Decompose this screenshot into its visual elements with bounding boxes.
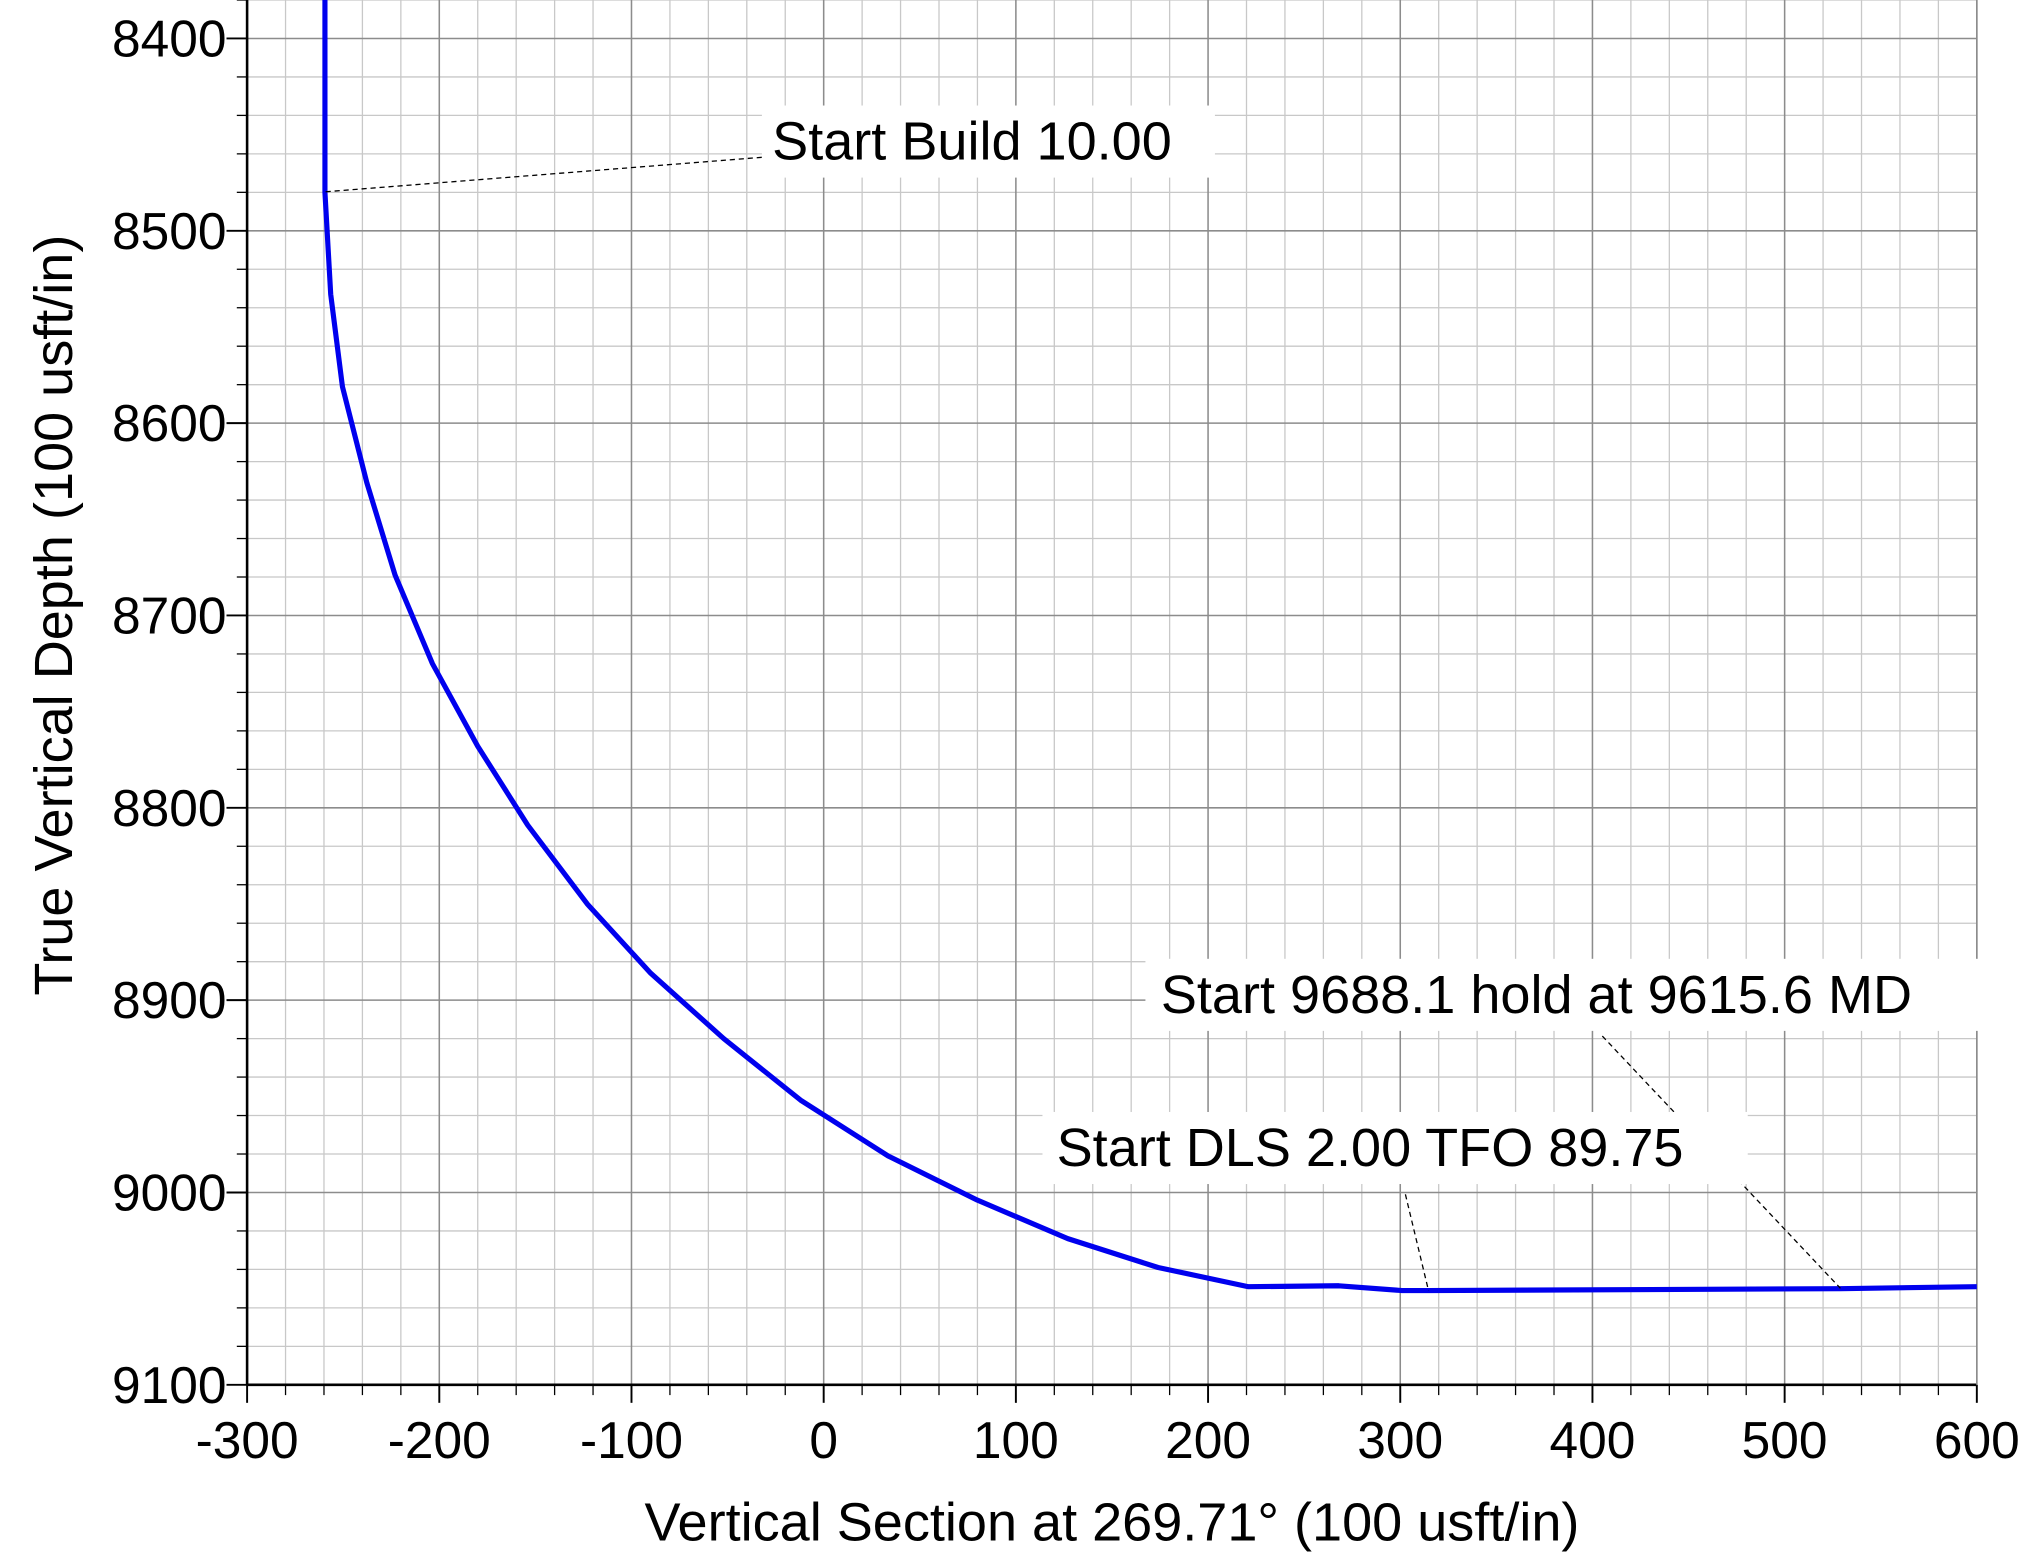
x-tick-label: 400 bbox=[1550, 1411, 1636, 1469]
x-tick-label: 500 bbox=[1742, 1411, 1828, 1469]
plot-root: -300 -200 -100 0 100 200 300 400 500 600 8400 8500 8… bbox=[24, 0, 2018, 1553]
x-tick-label: -200 bbox=[388, 1411, 491, 1469]
annotation-box bbox=[1042, 1111, 1748, 1185]
y-tick-label: 9000 bbox=[112, 1163, 227, 1221]
annotation: Start DLS 2.00 TFO 89.75 bbox=[1057, 1118, 1684, 1178]
annotation-leader bbox=[325, 156, 766, 193]
y-tick-label: 8700 bbox=[112, 586, 227, 644]
y-tick-label: 8600 bbox=[112, 394, 227, 452]
x-tick-label: 0 bbox=[809, 1411, 838, 1469]
y-tick-label: 8500 bbox=[112, 202, 227, 260]
annotation-leader bbox=[1404, 1194, 1430, 1292]
x-tick-label: -300 bbox=[196, 1411, 299, 1469]
x-tick-label: 300 bbox=[1357, 1411, 1443, 1469]
well-path bbox=[322, 0, 1977, 1294]
annotation-box bbox=[761, 105, 1215, 178]
annotation: Start 9688.1 hold at 9615.6 MD bbox=[1161, 965, 1912, 1025]
x-axis-title: Vertical Section at 269.71° (100 usft/in… bbox=[644, 1493, 1579, 1553]
annotation-box bbox=[1145, 958, 1982, 1031]
y-tick-label: 9100 bbox=[112, 1356, 227, 1414]
x-tick-label: 200 bbox=[1165, 1411, 1251, 1469]
y-axis-title: True Vertical Depth (100 usft/in) bbox=[24, 235, 84, 996]
x-tick-label: 600 bbox=[1934, 1411, 2018, 1469]
y-tick-label: 8900 bbox=[112, 971, 227, 1029]
x-tick-label: -100 bbox=[580, 1411, 683, 1469]
y-tick-label: 8800 bbox=[112, 779, 227, 837]
x-tick-label: 100 bbox=[973, 1411, 1059, 1469]
y-tick-label: 8400 bbox=[112, 9, 227, 67]
annotation: Start Build 10.00 bbox=[772, 112, 1172, 172]
